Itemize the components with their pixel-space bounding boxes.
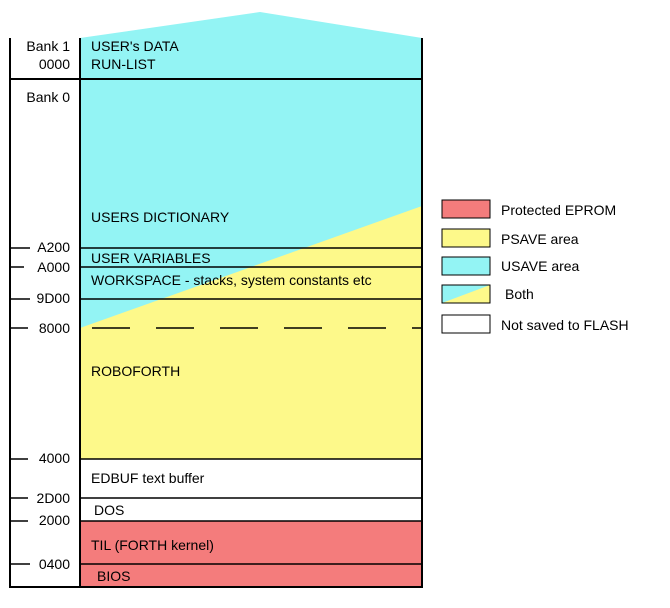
address-0000: 0000	[39, 56, 70, 72]
legend-label-both: Both	[505, 286, 534, 302]
legend-label-protected: Protected EPROM	[501, 202, 616, 218]
protected-fill	[80, 521, 422, 587]
usave-fill	[80, 80, 422, 328]
address-2d00: 2D00	[37, 490, 71, 506]
legend-label-psave: PSAVE area	[501, 231, 579, 247]
region-users-dictionary: USERS DICTIONARY	[91, 209, 230, 225]
legend-swatch-not-saved	[441, 314, 491, 334]
legend-swatch-psave	[441, 228, 491, 248]
address-bank1: Bank 1	[26, 38, 70, 54]
region-workspace: WORKSPACE - stacks, system constants etc	[91, 272, 372, 288]
bank1-fill	[80, 12, 422, 78]
not-saved-fill	[80, 459, 422, 521]
address-8000: 8000	[39, 320, 70, 336]
legend-swatch-both	[441, 284, 491, 304]
address-column	[10, 38, 80, 587]
legend-swatch-usave	[441, 256, 491, 276]
address-0400: 0400	[39, 556, 70, 572]
legend-label-usave: USAVE area	[501, 258, 580, 274]
region-run-list: RUN-LIST	[91, 56, 156, 72]
address-9d00: 9D00	[37, 290, 71, 306]
address-a000: A000	[37, 259, 70, 275]
region-roboforth: ROBOFORTH	[91, 363, 180, 379]
region-edbuf: EDBUF text buffer	[91, 470, 205, 486]
region-bios: BIOS	[97, 568, 130, 584]
region-til: TIL (FORTH kernel)	[91, 537, 214, 553]
address-2000: 2000	[39, 512, 70, 528]
region-dos: DOS	[94, 502, 124, 518]
address-a200: A200	[37, 239, 70, 255]
region-users-data: USER's DATA	[91, 38, 179, 54]
legend-swatch-protected	[441, 199, 491, 219]
legend: Protected EPROM PSAVE area USAVE area Bo…	[441, 199, 629, 334]
address-4000: 4000	[39, 450, 70, 466]
address-bank0: Bank 0	[26, 89, 70, 105]
legend-label-not-saved: Not saved to FLASH	[501, 317, 629, 333]
region-user-variables: USER VARIABLES	[91, 250, 211, 266]
